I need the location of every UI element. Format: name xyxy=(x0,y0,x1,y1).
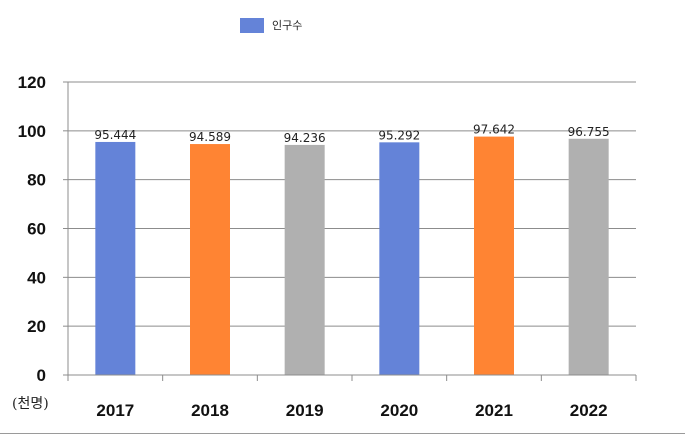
axes xyxy=(67,82,637,381)
data-label: 96.755 xyxy=(568,125,610,139)
y-tick-label: 100 xyxy=(18,122,46,141)
data-labels: 95.444 94.589 94.236 95.292 97.642 96.755 xyxy=(94,123,609,145)
bottom-divider xyxy=(0,433,685,434)
x-axis-ticks: 2017 2018 2019 2020 2021 2022 xyxy=(96,401,607,420)
unit-label: (천명) xyxy=(12,396,49,412)
bar-2019 xyxy=(284,144,325,375)
x-tick-label: 2020 xyxy=(380,401,418,420)
y-tick-label: 80 xyxy=(27,171,46,190)
bar-2021 xyxy=(474,136,514,375)
bar-2020 xyxy=(379,142,420,375)
y-tick-label: 60 xyxy=(27,220,46,239)
y-tick-label: 20 xyxy=(27,317,46,336)
y-axis-ticks: 0 20 40 60 80 100 120 xyxy=(18,73,68,385)
y-tick-label: 120 xyxy=(18,73,46,92)
data-label: 94.236 xyxy=(284,131,326,145)
legend-label: 인구수 xyxy=(272,19,303,32)
data-label: 95.292 xyxy=(378,128,420,142)
data-label: 95.444 xyxy=(94,128,136,142)
x-tick-label: 2021 xyxy=(475,401,513,420)
data-label: 94.589 xyxy=(189,130,231,144)
gridlines xyxy=(68,81,636,327)
x-tick-label: 2022 xyxy=(570,401,608,420)
legend: 인구수 xyxy=(240,17,302,33)
data-label: 97.642 xyxy=(473,123,515,137)
x-tick-label: 2018 xyxy=(191,401,229,420)
bars xyxy=(95,136,609,375)
bar-2022 xyxy=(568,138,609,375)
y-tick-label: 40 xyxy=(27,268,46,287)
legend-swatch xyxy=(240,17,264,33)
bar-2018 xyxy=(190,144,230,375)
x-tick-label: 2017 xyxy=(96,401,134,420)
y-tick-label: 0 xyxy=(37,366,46,385)
x-tick-label: 2019 xyxy=(286,401,324,420)
bar-2017 xyxy=(95,141,136,375)
